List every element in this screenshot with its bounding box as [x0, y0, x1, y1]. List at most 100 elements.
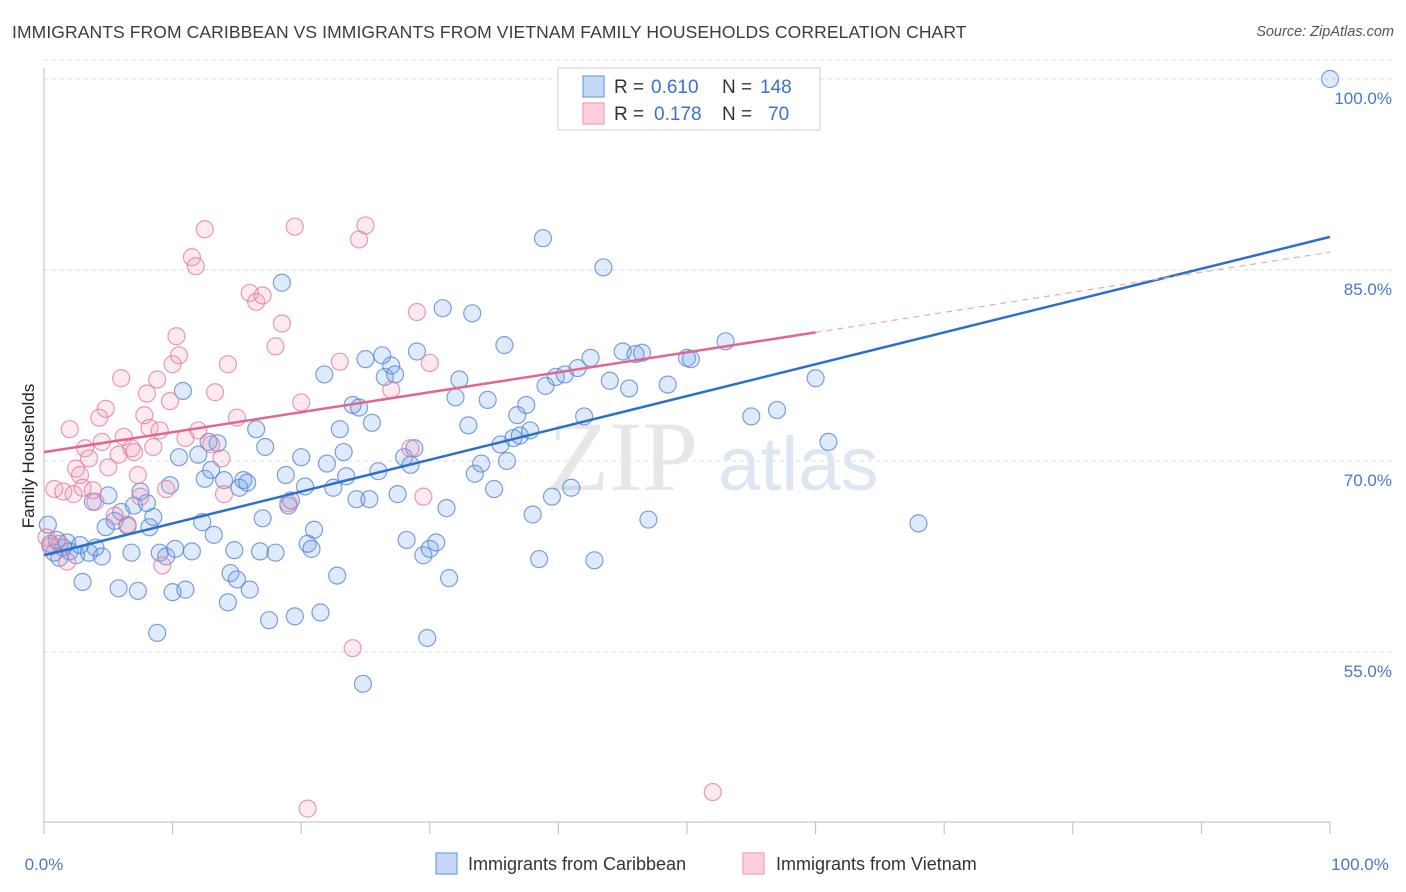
caribbean-point: [266, 543, 285, 562]
caribbean-point: [397, 530, 416, 550]
caribbean-point: [388, 485, 407, 504]
caribbean-point: [819, 432, 838, 451]
caribbean-point: [472, 454, 491, 473]
vietnam-point: [160, 392, 180, 411]
caribbean-point: [909, 514, 928, 533]
caribbean-point: [253, 509, 272, 528]
caribbean-point: [405, 439, 424, 458]
caribbean-point: [202, 460, 221, 480]
caribbean-point: [259, 611, 279, 630]
vietnam-point: [298, 799, 317, 818]
caribbean-point: [347, 490, 366, 509]
bottom-legend-swatch-vietnam: [742, 852, 765, 875]
bottom-legend: Immigrants from Caribbean Immigrants fro…: [435, 852, 977, 875]
caribbean-point: [182, 542, 201, 561]
vietnam-point: [205, 383, 225, 402]
axes: [43, 68, 1331, 834]
caribbean-point: [478, 390, 497, 409]
caribbean-point: [658, 375, 677, 394]
vietnam-trend-line: [43, 331, 816, 454]
watermark: ZIP atlas: [548, 401, 879, 512]
caribbean-point: [285, 607, 304, 626]
caribbean-point: [227, 570, 246, 589]
caribbean-point: [225, 541, 244, 560]
caribbean-point: [334, 442, 353, 462]
vietnam-point: [105, 506, 124, 525]
vietnam-point: [163, 355, 182, 374]
bottom-legend-swatch-caribbean: [435, 852, 458, 875]
vietnam-point: [186, 257, 205, 276]
vietnam-point: [99, 458, 118, 477]
caribbean-point: [214, 471, 234, 490]
bottom-legend-label-caribbean: Immigrants from Caribbean: [468, 854, 686, 874]
caribbean-point: [276, 465, 295, 485]
vietnam-point: [703, 782, 722, 802]
caribbean-point: [530, 549, 549, 569]
caribbean-point: [360, 490, 379, 509]
vietnam-point: [212, 449, 231, 468]
caribbean-point: [204, 525, 223, 544]
y-tick-label: 85.0%: [1344, 280, 1392, 299]
vietnam-point: [407, 302, 427, 322]
y-tick-label: 70.0%: [1344, 471, 1392, 490]
legend-n-label-blue: N =: [722, 77, 752, 98]
caribbean-point: [315, 365, 334, 384]
caribbean-point: [304, 520, 324, 539]
caribbean-point: [620, 379, 639, 398]
caribbean-point: [600, 371, 619, 390]
y-tick-label: 100.0%: [1334, 89, 1392, 108]
trend-lines: [43, 235, 1331, 557]
vietnam-point: [330, 352, 349, 371]
vietnam-point: [272, 314, 292, 333]
legend-r-label-pink: R =: [614, 104, 644, 125]
y-axis-title: Family Households: [19, 384, 38, 529]
caribbean-point: [189, 445, 208, 464]
watermark-zip: ZIP: [548, 401, 698, 512]
vietnam-point: [167, 327, 186, 346]
caribbean-point: [302, 539, 321, 558]
vietnam-point: [60, 420, 79, 439]
caribbean-point: [508, 406, 527, 425]
vietnam-point: [157, 479, 176, 499]
caribbean-point: [742, 407, 761, 426]
caribbean-point: [176, 580, 195, 599]
legend-swatch-pink: [582, 102, 605, 125]
caribbean-point: [385, 365, 405, 384]
vietnam-point: [202, 435, 221, 454]
vietnam-point: [96, 399, 115, 418]
caribbean-point: [407, 342, 427, 361]
vietnam-point: [182, 248, 201, 267]
vietnam-point: [64, 485, 83, 504]
caribbean-point: [330, 420, 349, 439]
caribbean-point: [485, 479, 504, 499]
vietnam-point: [153, 556, 172, 575]
vietnam-point: [58, 552, 77, 571]
vietnam-point: [285, 217, 304, 236]
caribbean-point: [639, 510, 658, 529]
caribbean-point: [585, 551, 604, 570]
caribbean-point: [122, 543, 141, 562]
vietnam-point: [218, 355, 237, 374]
vietnam-point: [420, 353, 439, 373]
vietnam-point: [401, 439, 420, 458]
vietnam-point: [118, 515, 137, 534]
chart-source: Source: ZipAtlas.com: [1256, 24, 1394, 40]
vietnam-point: [382, 380, 401, 399]
vietnam-point: [292, 393, 311, 412]
caribbean-point: [218, 593, 237, 612]
vietnam-point: [414, 487, 433, 506]
caribbean-point: [418, 628, 437, 648]
caribbean-point: [581, 348, 600, 367]
caribbean-point: [238, 473, 257, 492]
y-tick-label: 55.0%: [1344, 662, 1392, 681]
x-tick-label-end: 100.0%: [1331, 855, 1389, 874]
caribbean-point: [195, 469, 214, 488]
vietnam-point: [356, 216, 375, 235]
caribbean-point: [92, 547, 111, 566]
vietnam-point: [189, 421, 208, 440]
caribbean-point: [465, 464, 484, 483]
caribbean-point: [362, 413, 382, 432]
caribbean-point: [542, 487, 562, 506]
chart-title: IMMIGRANTS FROM CARIBBEAN VS IMMIGRANTS …: [12, 22, 967, 42]
